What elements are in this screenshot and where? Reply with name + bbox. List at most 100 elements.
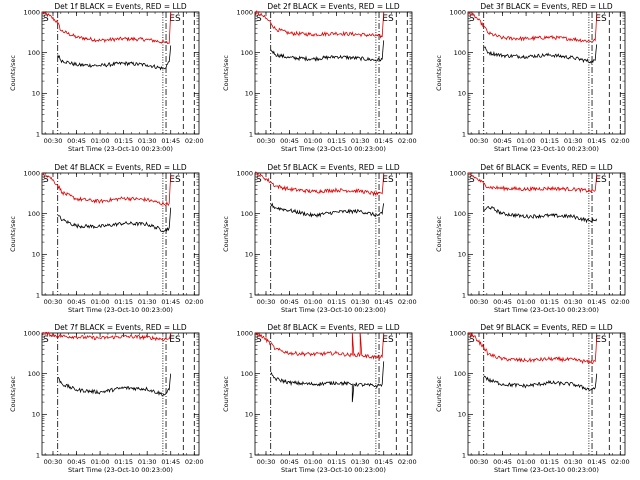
x-tick-label: 01:00: [517, 298, 536, 306]
plot-frame: [254, 172, 413, 296]
x-axis-label: Start Time (23-Oct-10 00:23:00): [281, 145, 386, 153]
y-tick-label: 1000: [449, 8, 466, 16]
x-tick-label: 01:45: [374, 458, 393, 466]
x-tick-label: 00:45: [280, 458, 299, 466]
x-tick-label: 01:45: [587, 298, 606, 306]
x-tick-label: 02:00: [185, 298, 204, 306]
y-tick-label: 1: [36, 291, 40, 299]
y-tick-label: 1000: [23, 169, 40, 177]
y-axis-label: Counts/sec: [9, 216, 17, 252]
y-tick-label: 10: [245, 251, 253, 259]
chart-title: Det 9f BLACK = Events, RED = LLD: [480, 323, 613, 332]
series-line-lld: [254, 332, 385, 360]
series-line-events: [57, 373, 172, 397]
chart-title: Det 8f BLACK = Events, RED = LLD: [267, 323, 400, 332]
y-tick-label: 100: [454, 49, 466, 57]
plot-frame: [41, 11, 200, 135]
x-tick-label: 01:30: [351, 137, 370, 145]
marker-es: ES: [169, 14, 181, 24]
x-tick-label: 01:15: [114, 298, 133, 306]
chart-panel-3: Det 3f BLACK = Events, RED = LLD 1 10 100 10…: [435, 2, 630, 153]
x-tick-label: 01:30: [138, 458, 157, 466]
x-tick-label: 01:45: [587, 458, 606, 466]
y-tick-label: 1: [36, 130, 40, 138]
series-line-lld: [467, 332, 598, 365]
y-tick-label: 10: [458, 251, 466, 259]
chart-panel-9: Det 9f BLACK = Events, RED = LLD 1 10 100 10…: [435, 323, 630, 474]
x-axis-label: Start Time (23-Oct-10 00:23:00): [494, 466, 599, 474]
y-tick-label: 1000: [23, 329, 40, 337]
y-tick-label: 10: [32, 90, 40, 98]
y-tick-label: 1: [249, 291, 253, 299]
series-line-events: [57, 207, 172, 233]
y-axis-label: Counts/sec: [9, 376, 17, 412]
x-tick-label: 00:45: [67, 458, 86, 466]
plot-frame: [467, 332, 626, 456]
marker-s: S: [469, 175, 475, 185]
x-tick-label: 01:30: [564, 458, 583, 466]
series-line-events: [270, 361, 385, 403]
x-tick-label: 01:00: [304, 137, 323, 145]
marker-es: ES: [595, 175, 607, 185]
x-tick-label: 00:45: [67, 298, 86, 306]
x-tick-label: 01:45: [161, 137, 180, 145]
plot-frame: [254, 11, 413, 135]
x-tick-label: 01:15: [540, 298, 559, 306]
x-tick-label: 00:45: [493, 137, 512, 145]
y-tick-label: 1: [462, 451, 466, 459]
y-tick-label: 1000: [236, 169, 253, 177]
x-tick-label: 01:15: [114, 458, 133, 466]
y-tick-label: 10: [32, 411, 40, 419]
marker-s: S: [43, 14, 49, 24]
x-tick-label: 00:45: [493, 458, 512, 466]
y-tick-label: 10: [32, 251, 40, 259]
y-tick-label: 1: [36, 451, 40, 459]
y-axis-label: Counts/sec: [222, 216, 230, 252]
x-tick-label: 01:30: [351, 458, 370, 466]
marker-s: S: [256, 175, 262, 185]
x-tick-label: 02:00: [611, 298, 630, 306]
y-tick-label: 1: [462, 291, 466, 299]
y-tick-label: 1000: [23, 8, 40, 16]
x-tick-label: 00:45: [280, 137, 299, 145]
x-tick-label: 01:15: [327, 458, 346, 466]
chart-title: Det 3f BLACK = Events, RED = LLD: [480, 2, 613, 11]
series-line-events: [483, 44, 598, 65]
x-tick-label: 01:45: [161, 298, 180, 306]
chart-title: Det 6f BLACK = Events, RED = LLD: [480, 163, 613, 172]
y-axis-label: Counts/sec: [435, 216, 443, 252]
plot-frame: [467, 11, 626, 135]
x-tick-label: 01:00: [304, 298, 323, 306]
plot-frame: [41, 172, 200, 296]
y-tick-label: 10: [458, 90, 466, 98]
x-tick-label: 02:00: [398, 137, 417, 145]
marker-es: ES: [595, 14, 607, 24]
x-tick-label: 01:45: [374, 137, 393, 145]
x-tick-label: 02:00: [611, 458, 630, 466]
x-tick-label: 00:45: [67, 137, 86, 145]
x-tick-label: 00:30: [257, 298, 276, 306]
chart-title: Det 7f BLACK = Events, RED = LLD: [54, 323, 187, 332]
x-tick-label: 01:00: [91, 298, 110, 306]
x-axis-label: Start Time (23-Oct-10 00:23:00): [494, 306, 599, 314]
x-tick-label: 01:00: [517, 137, 536, 145]
x-tick-label: 02:00: [185, 458, 204, 466]
series-line-lld: [254, 10, 385, 39]
y-tick-label: 10: [245, 411, 253, 419]
plot-frame: [467, 172, 626, 296]
y-tick-label: 1000: [236, 8, 253, 16]
x-tick-label: 02:00: [398, 458, 417, 466]
x-tick-label: 00:30: [470, 458, 489, 466]
plot-frame: [254, 332, 413, 456]
chart-panel-8: Det 8f BLACK = Events, RED = LLD 1 10 100 10…: [222, 323, 417, 474]
x-tick-label: 01:15: [327, 137, 346, 145]
x-tick-label: 00:45: [280, 298, 299, 306]
plot-frame: [41, 332, 200, 456]
x-tick-label: 00:30: [44, 298, 63, 306]
x-tick-label: 01:30: [564, 137, 583, 145]
x-tick-label: 01:45: [161, 458, 180, 466]
marker-es: ES: [169, 335, 181, 345]
series-line-events: [270, 40, 385, 62]
y-tick-label: 1000: [236, 329, 253, 337]
x-tick-label: 00:30: [44, 458, 63, 466]
